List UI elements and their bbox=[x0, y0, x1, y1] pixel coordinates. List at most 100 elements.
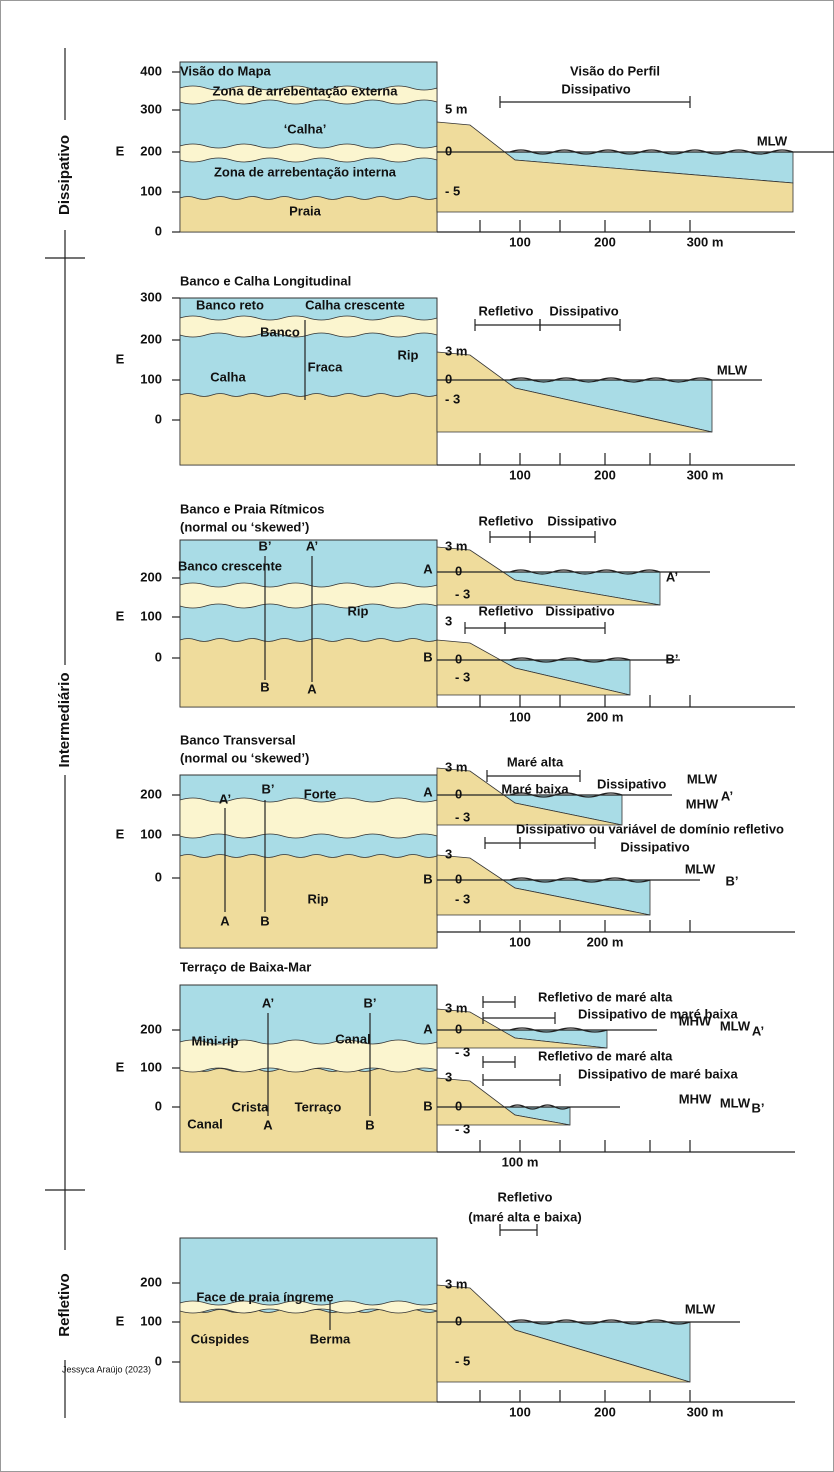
y-label: 200 bbox=[140, 1274, 162, 1289]
x-label: 300 m bbox=[687, 234, 724, 249]
panel-title: Visão do Mapa bbox=[180, 63, 272, 78]
map-label: Canal bbox=[335, 1031, 370, 1046]
panel-title: Terraço de Baixa-Mar bbox=[180, 959, 311, 974]
profile-label: MHW bbox=[686, 796, 719, 811]
map-label: Calha crescente bbox=[305, 297, 405, 312]
y-label: 100 bbox=[140, 826, 162, 841]
profile-label: B’ bbox=[752, 1100, 765, 1115]
map-label: B bbox=[260, 913, 269, 928]
y-label: 0 bbox=[155, 223, 162, 238]
profile-label: Dissipativo bbox=[597, 776, 666, 791]
diagram: Visão do MapaVisão do PerfilE40030020010… bbox=[0, 0, 834, 1472]
profile-label: Refletivo de maré alta bbox=[538, 989, 673, 1004]
map-label: Fraca bbox=[308, 359, 343, 374]
map-label: A’ bbox=[306, 538, 318, 553]
profile-label: 3 bbox=[445, 613, 452, 628]
profile-label: 0 bbox=[455, 786, 462, 801]
map-label: Praia bbox=[289, 203, 322, 218]
side-label: Refletivo bbox=[56, 1273, 73, 1336]
profile-label: Dissipativo de maré baixa bbox=[578, 1066, 738, 1081]
credit: Jessyca Araújo (2023) bbox=[62, 1364, 151, 1374]
axis-label: E bbox=[116, 143, 125, 158]
axis-label: E bbox=[116, 826, 125, 841]
profile-label: 0 bbox=[455, 871, 462, 886]
map-label: A bbox=[423, 1021, 433, 1036]
map-label: A bbox=[423, 561, 433, 576]
map-label: A bbox=[263, 1117, 273, 1132]
profile-label: 3 m bbox=[445, 1000, 467, 1015]
x-label: 300 m bbox=[687, 1404, 724, 1419]
profile-label: MLW bbox=[720, 1018, 751, 1033]
panel-subtitle: (normal ou ‘skewed’) bbox=[180, 519, 309, 534]
map-label: Terraço bbox=[295, 1099, 342, 1114]
x-label: 200 m bbox=[587, 934, 624, 949]
profile-label: Dissipativo bbox=[549, 303, 618, 318]
map-label: B’ bbox=[364, 995, 377, 1010]
x-label: 300 m bbox=[687, 467, 724, 482]
profile-label: - 3 bbox=[455, 1044, 470, 1059]
map-label: A’ bbox=[262, 995, 274, 1010]
map-label: B bbox=[365, 1117, 374, 1132]
panel-title: Refletivo bbox=[498, 1189, 553, 1204]
profile-label: A’ bbox=[666, 569, 678, 584]
panel-title: Banco e Calha Longitudinal bbox=[180, 273, 351, 288]
x-label: 200 bbox=[594, 1404, 616, 1419]
map-label: Berma bbox=[310, 1331, 351, 1346]
y-label: 300 bbox=[140, 101, 162, 116]
axis-label: E bbox=[116, 608, 125, 623]
map-label: Face de praia íngreme bbox=[196, 1289, 333, 1304]
profile-label: 0 bbox=[455, 1098, 462, 1113]
y-label: 100 bbox=[140, 1059, 162, 1074]
profile-label: Refletivo bbox=[479, 603, 534, 618]
map-beach bbox=[180, 639, 437, 708]
profile-label: Refletivo bbox=[479, 303, 534, 318]
side-label: Intermediário bbox=[56, 672, 73, 767]
map-label: B’ bbox=[262, 781, 275, 796]
map-label: A bbox=[220, 913, 230, 928]
y-label: 200 bbox=[140, 1021, 162, 1036]
profile-label: - 3 bbox=[455, 891, 470, 906]
profile-label: Dissipativo bbox=[545, 603, 614, 618]
profile-label: Dissipativo bbox=[561, 81, 630, 96]
profile-label: - 5 bbox=[445, 183, 460, 198]
map-label: Mini-rip bbox=[192, 1033, 239, 1048]
profile-label: Dissipativo ou variável de domínio refle… bbox=[516, 821, 784, 836]
map-label: Crista bbox=[232, 1099, 270, 1114]
x-label: 100 bbox=[509, 467, 531, 482]
panel-subtitle: (maré alta e baixa) bbox=[468, 1209, 581, 1224]
map-label: B bbox=[423, 649, 432, 664]
map-label: B bbox=[423, 1098, 432, 1113]
map-label: A bbox=[423, 784, 433, 799]
axis-label: E bbox=[116, 1059, 125, 1074]
profile-label: B’ bbox=[666, 651, 679, 666]
x-label: 100 bbox=[509, 934, 531, 949]
profile-label: - 3 bbox=[455, 586, 470, 601]
profile-label: - 5 bbox=[455, 1353, 470, 1368]
profile-label: Dissipativo bbox=[547, 513, 616, 528]
x-label: 200 m bbox=[587, 709, 624, 724]
profile-label: 0 bbox=[455, 1021, 462, 1036]
profile-label: Refletivo de maré alta bbox=[538, 1048, 673, 1063]
map-label: Rip bbox=[398, 347, 419, 362]
y-label: 400 bbox=[140, 63, 162, 78]
profile-label: MLW bbox=[757, 133, 788, 148]
x-label: 100 bbox=[509, 234, 531, 249]
y-label: 100 bbox=[140, 608, 162, 623]
profile-label: MHW bbox=[679, 1091, 712, 1106]
y-label: 100 bbox=[140, 1313, 162, 1328]
map-label: B’ bbox=[259, 538, 272, 553]
profile-label: MLW bbox=[685, 861, 716, 876]
profile-label: Dissipativo de maré baixa bbox=[578, 1006, 738, 1021]
panel-title: Banco Transversal bbox=[180, 732, 296, 747]
profile-label: MLW bbox=[720, 1095, 751, 1110]
y-label: 0 bbox=[155, 1353, 162, 1368]
x-label: 100 bbox=[509, 709, 531, 724]
map-label: Cúspides bbox=[191, 1331, 250, 1346]
y-label: 0 bbox=[155, 411, 162, 426]
panel-title: Banco e Praia Rítmicos bbox=[180, 501, 325, 516]
map-label: A bbox=[307, 681, 317, 696]
profile-label: 3 m bbox=[445, 1276, 467, 1291]
profile-label: MLW bbox=[687, 771, 718, 786]
profile-label: 3 bbox=[445, 1069, 452, 1084]
profile-label: - 3 bbox=[455, 809, 470, 824]
